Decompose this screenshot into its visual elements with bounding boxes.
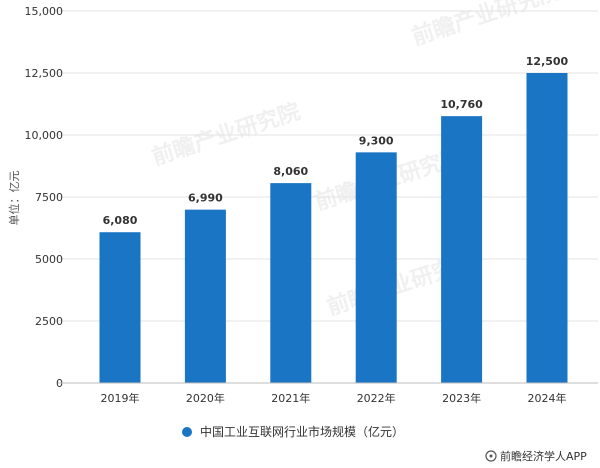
- grid-lines: [58, 10, 598, 322]
- bar-4: [355, 152, 397, 383]
- legend-label: 中国工业互联网行业市场规模（亿元）: [200, 424, 404, 439]
- x-tick-label: 2021年: [271, 391, 310, 405]
- data-label: 6,080: [103, 214, 138, 227]
- data-label: 10,760: [440, 98, 483, 111]
- brand-icon: [485, 450, 497, 462]
- data-label: 9,300: [359, 134, 394, 147]
- y-tick-label: 2500: [35, 315, 63, 328]
- legend: 中国工业互联网行业市场规模（亿元）: [182, 424, 404, 439]
- x-tick-label: 2023年: [442, 391, 481, 405]
- x-tick-label: 2020年: [186, 391, 225, 405]
- data-labels: 6,080 6,990 8,060 9,300 10,760 12,500: [103, 55, 569, 227]
- bar-2: [184, 209, 226, 383]
- y-axis-label: 单位：亿元: [7, 171, 21, 226]
- y-tick-label: 5000: [35, 253, 63, 266]
- y-tick-label: 12,500: [25, 67, 64, 80]
- bar-1: [99, 232, 141, 383]
- credit-text: 前瞻经济学人APP: [500, 449, 587, 463]
- x-axis-ticks: 2019年 2020年 2021年 2022年 2023年 2024年: [101, 391, 567, 405]
- data-label: 8,060: [273, 165, 308, 178]
- credit: 前瞻经济学人APP: [485, 449, 587, 463]
- data-label: 6,990: [188, 192, 223, 205]
- bars: [99, 73, 568, 383]
- y-tick-label: 10,000: [25, 129, 64, 142]
- x-tick-label: 2019年: [101, 391, 140, 405]
- legend-marker: [182, 427, 192, 437]
- bar-3: [270, 183, 312, 383]
- x-tick-label: 2024年: [528, 391, 567, 405]
- bar-6: [526, 73, 568, 383]
- brand-icon-dot: [489, 454, 493, 458]
- x-tick-label: 2022年: [357, 391, 396, 405]
- y-tick-label: 7500: [35, 191, 63, 204]
- data-label: 12,500: [526, 55, 569, 68]
- bar-5: [441, 116, 483, 383]
- y-tick-label: 15,000: [25, 5, 64, 18]
- watermark-4: 前瞻产业研究院: [409, 0, 564, 51]
